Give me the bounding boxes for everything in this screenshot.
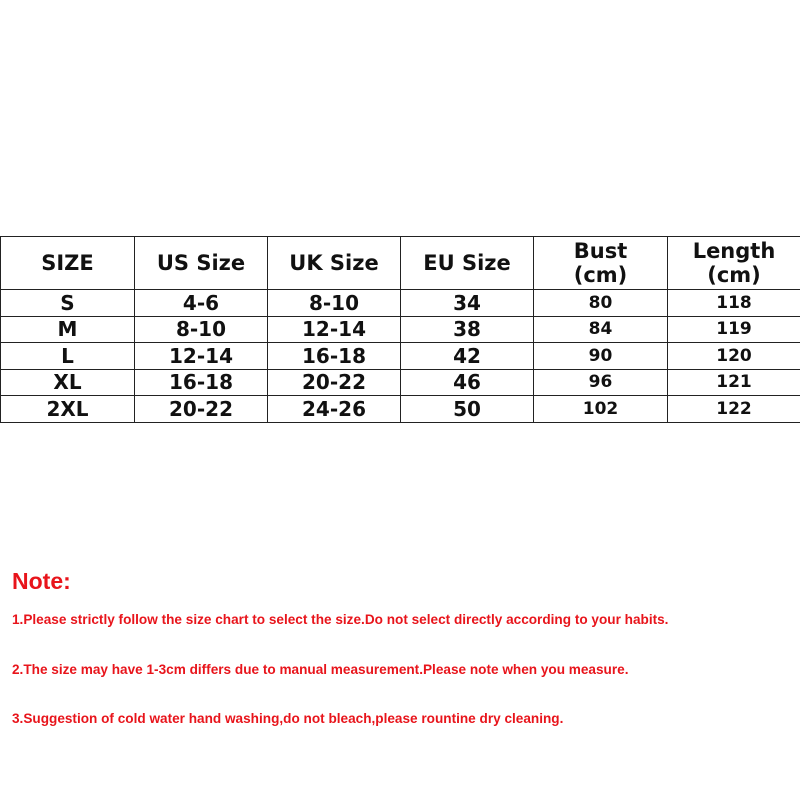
note-item: 3.Suggestion of cold water hand washing,… bbox=[12, 711, 564, 726]
cell-size: S bbox=[0, 289, 135, 317]
size-chart-table: SIZE US Size UK Size EU Size Bust (cm) L… bbox=[0, 236, 800, 423]
cell-us-size: 8-10 bbox=[134, 315, 268, 343]
header-eu-size: EU Size bbox=[400, 236, 534, 290]
header-us-size: US Size bbox=[134, 236, 268, 290]
cell-uk-size: 20-22 bbox=[267, 368, 401, 396]
cell-length: 118 bbox=[667, 289, 800, 317]
cell-length: 122 bbox=[667, 395, 800, 423]
note-item: 2.The size may have 1-3cm differs due to… bbox=[12, 662, 629, 677]
cell-bust: 96 bbox=[533, 368, 668, 396]
cell-eu-size: 46 bbox=[400, 368, 534, 396]
cell-length: 120 bbox=[667, 342, 800, 370]
cell-eu-size: 42 bbox=[400, 342, 534, 370]
table-row: M 8-10 12-14 38 84 119 bbox=[0, 315, 800, 343]
cell-eu-size: 38 bbox=[400, 315, 534, 343]
table-row: S 4-6 8-10 34 80 118 bbox=[0, 289, 800, 317]
cell-bust: 80 bbox=[533, 289, 668, 317]
cell-eu-size: 34 bbox=[400, 289, 534, 317]
cell-eu-size: 50 bbox=[400, 395, 534, 423]
cell-bust: 84 bbox=[533, 315, 668, 343]
table-row: L 12-14 16-18 42 90 120 bbox=[0, 342, 800, 370]
cell-length: 119 bbox=[667, 315, 800, 343]
note-title: Note: bbox=[12, 568, 71, 594]
cell-size: 2XL bbox=[0, 395, 135, 423]
cell-length: 121 bbox=[667, 368, 800, 396]
cell-bust: 90 bbox=[533, 342, 668, 370]
cell-uk-size: 8-10 bbox=[267, 289, 401, 317]
header-size: SIZE bbox=[0, 236, 135, 290]
cell-us-size: 12-14 bbox=[134, 342, 268, 370]
cell-uk-size: 16-18 bbox=[267, 342, 401, 370]
cell-size: M bbox=[0, 315, 135, 343]
cell-size: XL bbox=[0, 368, 135, 396]
cell-bust: 102 bbox=[533, 395, 668, 423]
table-row: 2XL 20-22 24-26 50 102 122 bbox=[0, 395, 800, 423]
cell-us-size: 4-6 bbox=[134, 289, 268, 317]
header-length: Length (cm) bbox=[667, 236, 800, 290]
table-header-row: SIZE US Size UK Size EU Size Bust (cm) L… bbox=[0, 236, 800, 290]
header-bust: Bust (cm) bbox=[533, 236, 668, 290]
table-row: XL 16-18 20-22 46 96 121 bbox=[0, 368, 800, 396]
cell-size: L bbox=[0, 342, 135, 370]
cell-us-size: 20-22 bbox=[134, 395, 268, 423]
note-item: 1.Please strictly follow the size chart … bbox=[12, 612, 669, 627]
cell-uk-size: 12-14 bbox=[267, 315, 401, 343]
cell-uk-size: 24-26 bbox=[267, 395, 401, 423]
cell-us-size: 16-18 bbox=[134, 368, 268, 396]
header-uk-size: UK Size bbox=[267, 236, 401, 290]
